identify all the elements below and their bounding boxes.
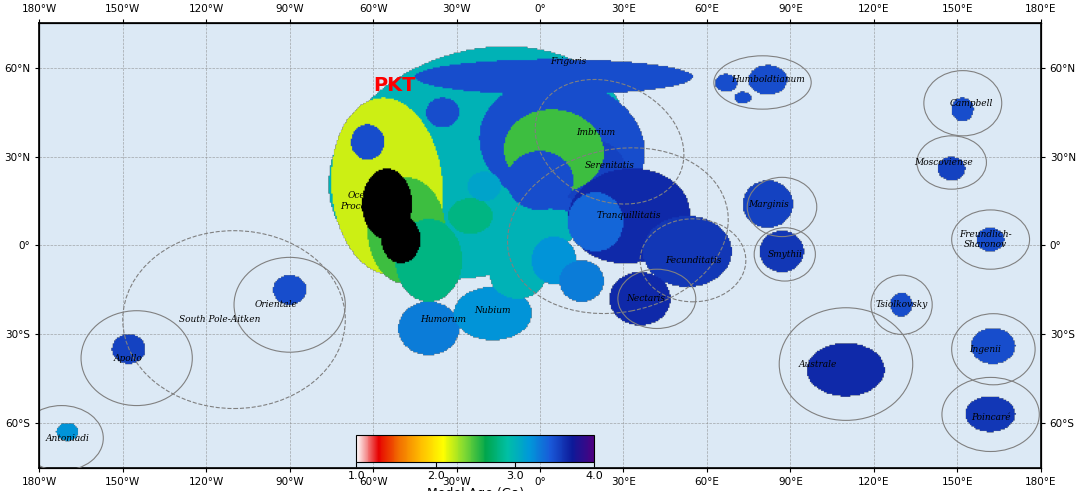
X-axis label: Model Age (Ga): Model Age (Ga) bbox=[427, 487, 524, 491]
Text: Smythii: Smythii bbox=[767, 250, 802, 259]
Text: Poincaré: Poincaré bbox=[971, 413, 1011, 422]
Text: Frigoris: Frigoris bbox=[550, 57, 586, 66]
Text: Ingenii: Ingenii bbox=[969, 345, 1001, 354]
Text: Imbrium: Imbrium bbox=[576, 128, 616, 137]
Text: Moscoviense: Moscoviense bbox=[914, 158, 973, 167]
Text: Australe: Australe bbox=[799, 359, 837, 369]
Text: Tsiolkovsky: Tsiolkovsky bbox=[876, 300, 928, 309]
Text: Nectaris: Nectaris bbox=[626, 294, 665, 303]
Text: Humorum: Humorum bbox=[420, 315, 465, 324]
Text: Nubium: Nubium bbox=[474, 306, 511, 315]
Text: Marginis: Marginis bbox=[747, 199, 788, 209]
Text: South Pole-Aitken: South Pole-Aitken bbox=[179, 315, 260, 324]
Text: Apollo: Apollo bbox=[114, 354, 143, 363]
Ellipse shape bbox=[336, 52, 622, 273]
Text: Orientale: Orientale bbox=[254, 300, 297, 309]
Text: Tranquillitatis: Tranquillitatis bbox=[597, 211, 661, 220]
Text: Humboldtianum: Humboldtianum bbox=[731, 75, 805, 84]
Text: PKT: PKT bbox=[373, 77, 416, 95]
Text: Fecunditatis: Fecunditatis bbox=[665, 256, 721, 265]
Text: Serenitatis: Serenitatis bbox=[584, 161, 634, 170]
Text: Antoniadi: Antoniadi bbox=[45, 434, 89, 443]
Text: Oceanus
Procellarum: Oceanus Procellarum bbox=[340, 191, 395, 211]
Text: Freundlich-
Sharonov: Freundlich- Sharonov bbox=[959, 230, 1011, 249]
Text: Campbell: Campbell bbox=[949, 99, 993, 108]
